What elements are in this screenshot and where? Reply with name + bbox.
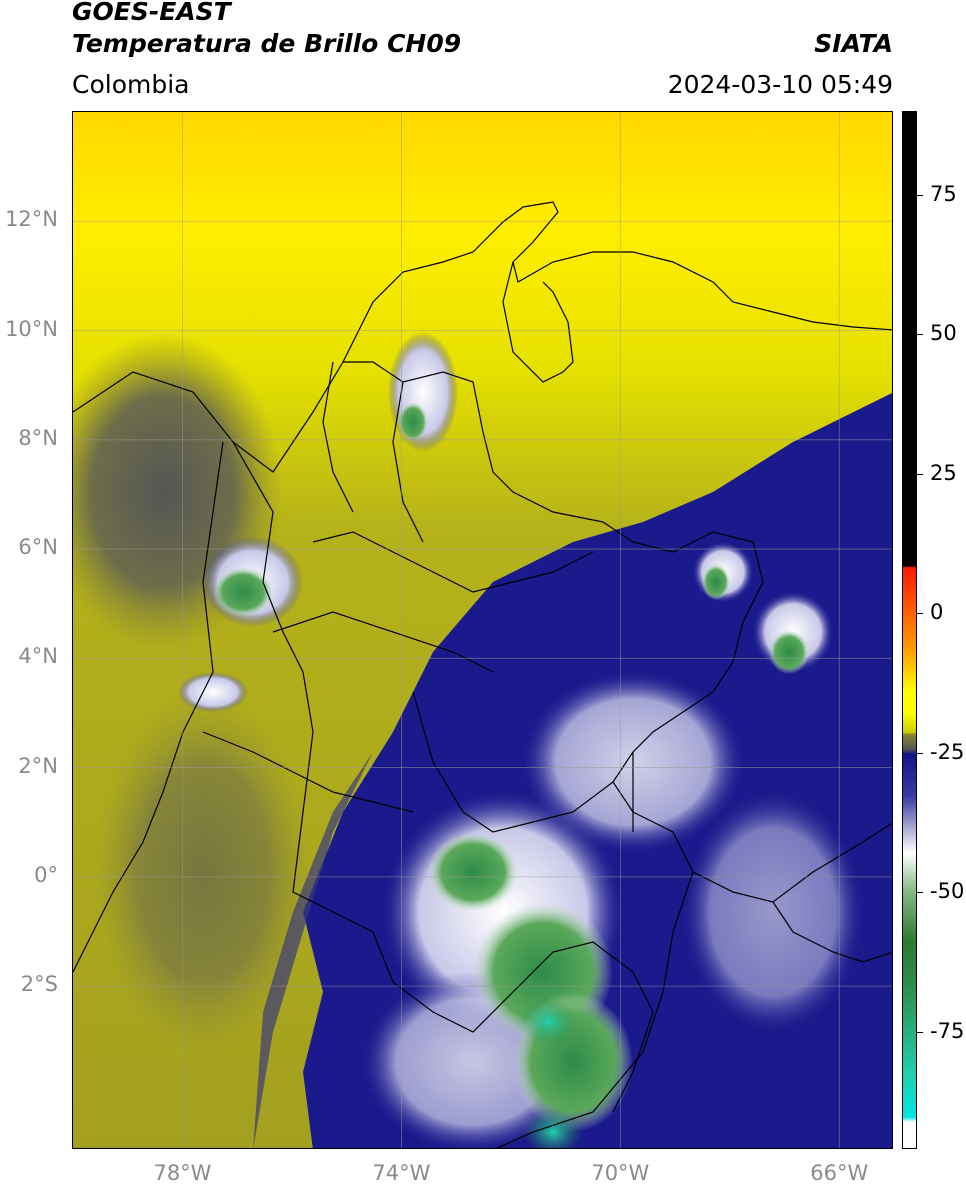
white-cloud-tops-3 xyxy=(683,792,863,1032)
map-canvas xyxy=(73,112,892,1148)
lon-tick-label: 66°W xyxy=(810,1161,869,1185)
cyan-cloud-tops-1 xyxy=(518,997,578,1047)
colorbar-tick-mark xyxy=(917,334,923,336)
temperature-colorbar xyxy=(902,111,917,1149)
gray-region-southwest xyxy=(93,692,313,1052)
coastlines-and-borders xyxy=(73,201,892,1148)
colorbar-tick-label: -75 xyxy=(930,1018,965,1043)
lon-tick-label: 78°W xyxy=(153,1161,212,1185)
colorbar-tick-label: -50 xyxy=(930,879,965,904)
region-label: Colombia xyxy=(72,70,190,99)
colorbar-tick-label: 0 xyxy=(930,600,944,625)
cyan-cloud-tops-2 xyxy=(523,1107,583,1148)
brightness-temperature-map xyxy=(72,111,893,1149)
lon-tick-label: 74°W xyxy=(372,1161,431,1185)
white-cloud-tops-7 xyxy=(178,672,248,712)
lat-tick-label: 2°N xyxy=(18,753,58,778)
colorbar-tick-label: 50 xyxy=(930,321,957,346)
colorbar-tick-label: 25 xyxy=(930,460,957,485)
colorbar-tick-mark xyxy=(917,752,923,754)
colorbar-tick-mark xyxy=(917,892,923,894)
satellite-title: GOES-EAST xyxy=(72,0,231,26)
product-title: Temperatura de Brillo CH09 xyxy=(72,29,462,58)
lat-tick-label: 12°N xyxy=(5,207,58,232)
green-cloud-tops-6 xyxy=(769,630,809,674)
green-cloud-tops-7 xyxy=(702,564,730,600)
lat-tick-label: 4°N xyxy=(18,644,58,669)
lat-tick-label: 8°N xyxy=(18,425,58,450)
lat-tick-label: 2°S xyxy=(20,972,58,997)
green-cloud-tops-1 xyxy=(428,832,518,912)
colorbar-tick-label: 75 xyxy=(930,181,957,206)
lon-tick-label: 70°W xyxy=(591,1161,650,1185)
colorbar-gradient xyxy=(903,112,916,1148)
lat-tick-label: 0° xyxy=(34,862,58,887)
colorbar-tick-mark xyxy=(917,613,923,615)
lat-tick-label: 10°N xyxy=(5,316,58,341)
colorbar-tick-mark xyxy=(917,1031,923,1033)
colorbar-tick-mark xyxy=(917,473,923,475)
colorbar-tick-mark xyxy=(917,194,923,196)
lat-tick-label: 6°N xyxy=(18,535,58,560)
green-cloud-tops-4 xyxy=(213,567,273,617)
green-cloud-tops-5 xyxy=(398,402,428,442)
colorbar-tick-label: -25 xyxy=(930,739,965,764)
map-gridlines xyxy=(73,112,892,1148)
datetime-label: 2024-03-10 05:49 xyxy=(667,70,893,99)
institution-label: SIATA xyxy=(814,29,893,58)
